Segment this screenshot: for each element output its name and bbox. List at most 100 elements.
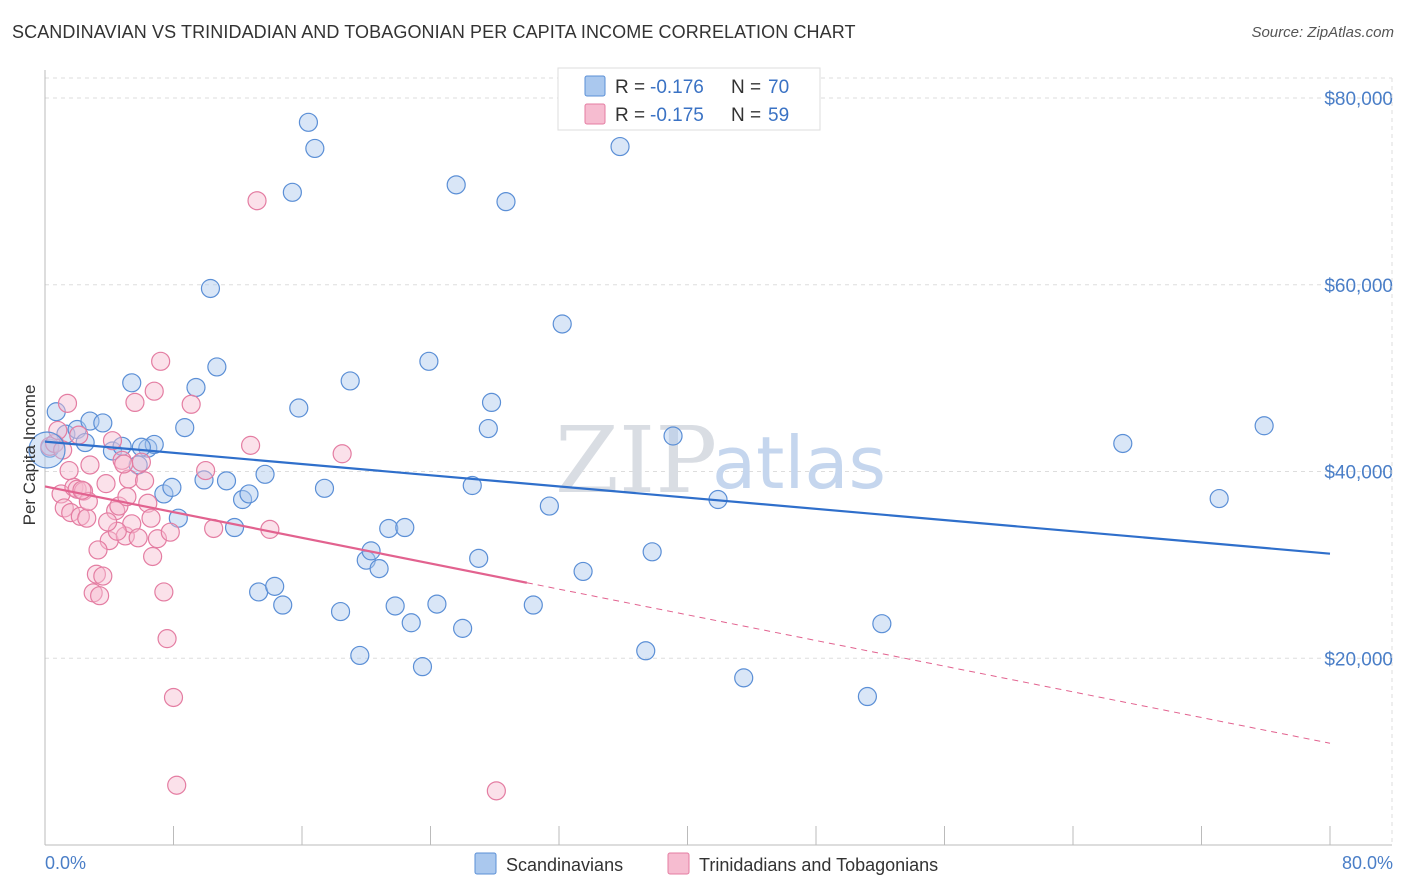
data-point-scandinavian: [162, 477, 182, 497]
data-point-trinidadian: [160, 522, 180, 542]
data-point-scandinavian: [369, 559, 389, 579]
legend-r-label: R =: [615, 77, 645, 98]
data-point-scandinavian: [636, 641, 656, 661]
data-point-scandinavian: [642, 542, 662, 562]
data-point-scandinavian: [175, 418, 195, 438]
legend-n-value: 59: [768, 105, 789, 126]
data-point-trinidadian: [332, 444, 352, 464]
data-point-scandinavian: [427, 594, 447, 614]
data-point-trinidadian: [96, 474, 116, 494]
data-point-trinidadian: [141, 508, 161, 528]
data-point-scandinavian: [734, 668, 754, 688]
legend-swatch-blue: [584, 75, 606, 97]
data-point-scandinavian: [75, 432, 95, 453]
data-point-scandinavian: [122, 373, 142, 393]
trend-line-scandinavian: [44, 440, 1331, 555]
y-tick-label: $20,000: [1324, 649, 1393, 670]
data-point-trinidadian: [128, 528, 148, 548]
data-point-scandinavian: [469, 548, 489, 568]
data-point-scandinavian: [857, 686, 878, 707]
data-point-trinidadian: [241, 435, 261, 455]
data-point-scandinavian: [1113, 433, 1133, 454]
data-point-trinidadian: [57, 393, 78, 413]
data-point-trinidadian: [48, 420, 68, 441]
legend-n-label: N =: [731, 77, 761, 98]
legend-r-label: R =: [615, 105, 645, 126]
data-point-scandinavian: [314, 478, 335, 498]
data-point-trinidadian: [181, 394, 201, 414]
data-point-scandinavian: [663, 426, 683, 446]
data-point-scandinavian: [249, 582, 269, 602]
data-point-scandinavian: [216, 471, 237, 491]
data-point-scandinavian: [239, 484, 259, 504]
data-point-trinidadian: [131, 452, 151, 472]
data-point-scandinavian: [446, 175, 466, 195]
legend-r-value: -0.175: [650, 105, 704, 126]
data-point-trinidadian: [98, 512, 118, 532]
data-point-scandinavian: [462, 475, 482, 496]
data-point-trinidadian: [144, 381, 164, 401]
x-tick-label: 80.0%: [1342, 853, 1393, 873]
data-point-scandinavian: [539, 496, 559, 516]
data-point-trinidadian: [154, 582, 174, 602]
data-point-scandinavian: [419, 351, 439, 371]
data-point-trinidadian: [167, 775, 187, 795]
data-point-scandinavian: [282, 182, 302, 202]
data-point-trinidadian: [77, 508, 97, 528]
data-point-scandinavian: [385, 596, 405, 616]
legend-n-value: 70: [768, 77, 789, 98]
watermark: ZIP atlas: [555, 407, 886, 514]
data-point-scandinavian: [1254, 416, 1274, 436]
data-point-scandinavian: [412, 657, 433, 677]
data-point-trinidadian: [69, 425, 89, 445]
data-point-scandinavian: [552, 314, 572, 334]
data-point-trinidadian: [163, 687, 184, 708]
data-point-trinidadian: [114, 454, 134, 474]
trend-line-extension-trinidadian: [526, 582, 1331, 744]
data-point-scandinavian: [265, 576, 285, 596]
data-point-trinidadian: [88, 540, 108, 560]
y-tick-label: $60,000: [1324, 276, 1393, 297]
data-point-scandinavian: [379, 518, 399, 539]
data-point-scandinavian: [28, 431, 66, 469]
data-point-trinidadian: [125, 392, 145, 413]
data-point-scandinavian: [186, 377, 206, 398]
data-point-scandinavian: [273, 595, 293, 615]
data-point-trinidadian: [151, 351, 171, 371]
trend-lines: [44, 440, 1331, 744]
data-point-scandinavian: [478, 418, 498, 439]
bottom-legend-swatch-pink: [667, 852, 690, 875]
y-tick-label: $80,000: [1324, 89, 1393, 110]
bottom-legend-swatch-blue: [474, 852, 497, 875]
data-point-trinidadian: [59, 460, 79, 481]
data-point-scandinavian: [872, 614, 892, 634]
watermark-atlas: atlas: [712, 421, 886, 505]
data-point-trinidadian: [196, 460, 216, 481]
data-point-scandinavian: [350, 645, 370, 666]
data-point-scandinavian: [154, 484, 174, 504]
y-axis-title: Per Capita Income: [20, 385, 39, 526]
data-point-trinidadian: [143, 546, 163, 567]
y-tick-label: $40,000: [1324, 463, 1393, 484]
data-point-trinidadian: [90, 586, 110, 606]
data-point-scandinavian: [453, 618, 473, 638]
data-point-scandinavian: [340, 371, 360, 391]
data-point-scandinavian: [298, 112, 319, 132]
axes: 0.0% 80.0%: [44, 70, 1393, 873]
chart-title: SCANDINAVIAN VS TRINIDADIAN AND TOBAGONI…: [12, 22, 856, 42]
data-point-scandinavian: [610, 136, 630, 157]
legend: R = -0.176 N = 70 R = -0.175 N = 59: [557, 67, 821, 131]
data-point-trinidadian: [80, 455, 100, 475]
data-point-scandinavian: [224, 517, 245, 538]
data-point-trinidadian: [93, 566, 113, 586]
data-point-scandinavian: [523, 595, 543, 615]
data-point-scandinavian: [289, 398, 309, 418]
data-point-trinidadian: [157, 629, 177, 649]
x-tick-label: 0.0%: [45, 853, 86, 873]
data-point-scandinavian: [305, 138, 325, 159]
data-point-scandinavian: [200, 278, 221, 299]
data-point-scandinavian: [573, 561, 593, 582]
data-point-trinidadian: [102, 431, 123, 451]
data-point-scandinavian: [395, 517, 415, 538]
